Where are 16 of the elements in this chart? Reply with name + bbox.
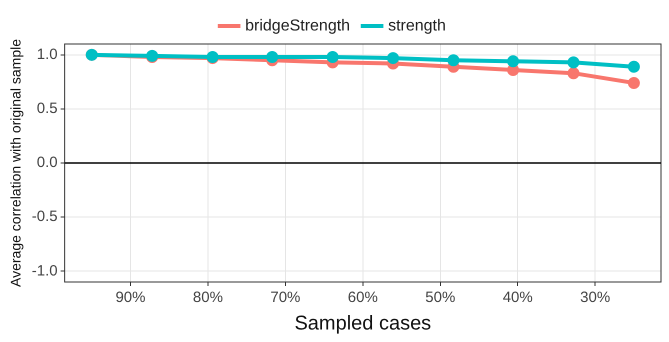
y-tick-label: 0.5 — [36, 100, 58, 118]
x-axis-title: Sampled cases — [294, 312, 432, 335]
y-tick-label: -1.0 — [32, 262, 58, 280]
x-tick-label: 90% — [115, 289, 146, 306]
x-tick-label: 60% — [348, 289, 378, 306]
x-tick-label: 30% — [580, 289, 610, 306]
x-tick-label: 50% — [425, 289, 456, 306]
legend-label: bridgeStrength — [245, 17, 350, 34]
x-tick-label: 70% — [270, 289, 300, 306]
x-tick-label: 40% — [502, 289, 533, 306]
x-tick-label: 80% — [192, 289, 223, 306]
y-axis-title: Average correlation with original sample — [7, 38, 24, 287]
y-tick-label: -0.5 — [32, 208, 58, 226]
legend-label: strength — [388, 17, 446, 34]
y-tick-label: 1.0 — [36, 46, 58, 63]
y-tick-label: 0.0 — [36, 154, 58, 172]
